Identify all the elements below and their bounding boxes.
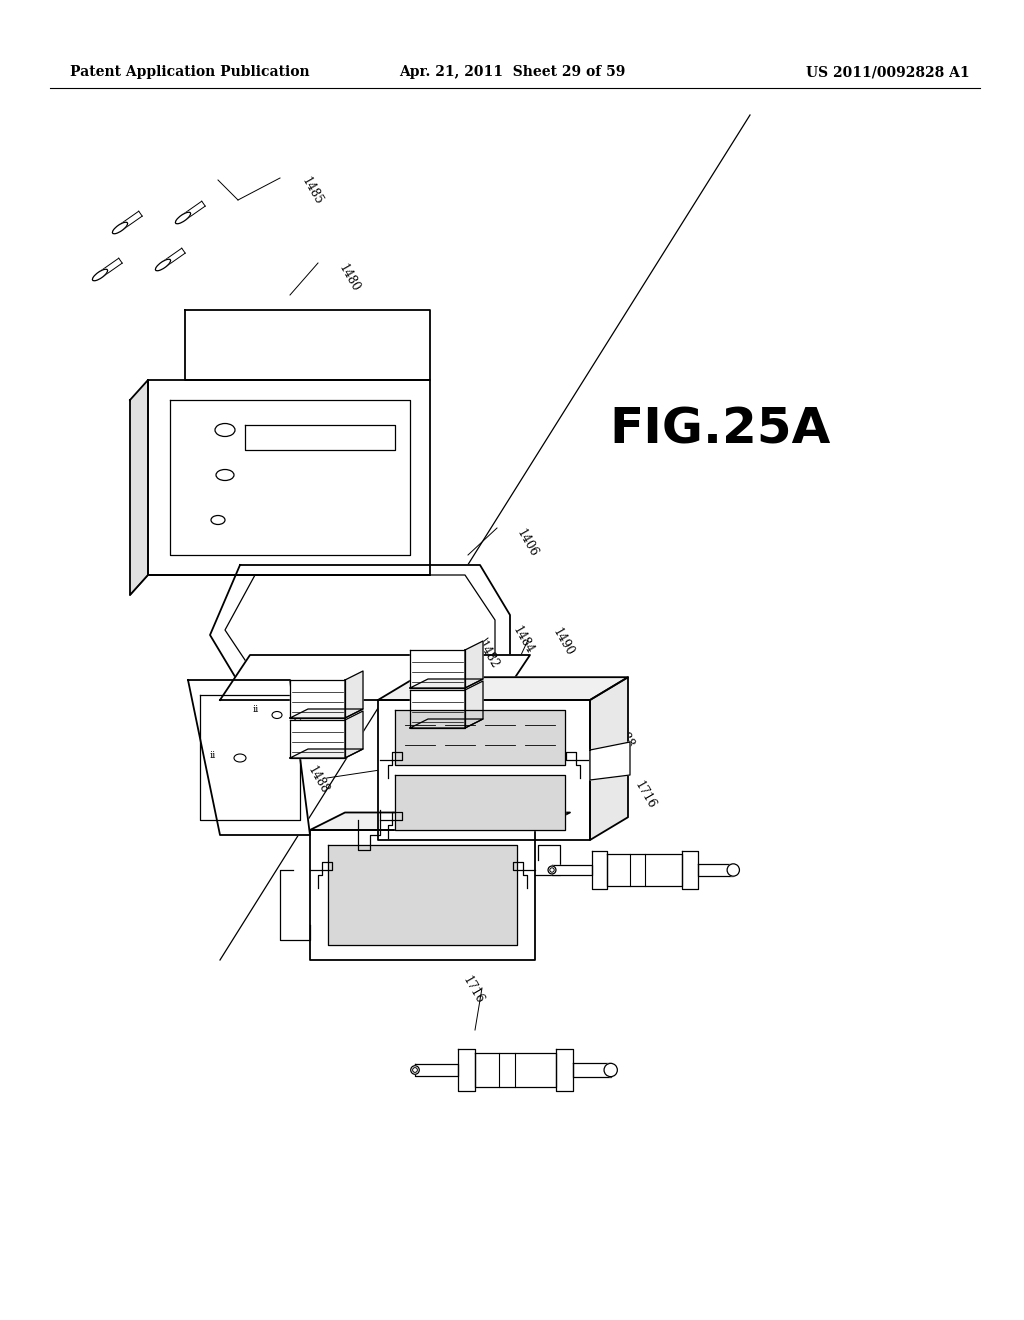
Text: 1486: 1486 <box>590 744 616 776</box>
Polygon shape <box>395 710 565 766</box>
Polygon shape <box>185 310 430 380</box>
Text: 1716: 1716 <box>460 974 486 1006</box>
Text: 1492: 1492 <box>387 446 414 479</box>
Text: ii: ii <box>253 705 259 714</box>
Text: 1484: 1484 <box>308 722 334 754</box>
Text: 1484: 1484 <box>510 624 537 656</box>
Polygon shape <box>410 690 465 729</box>
Text: 1480: 1480 <box>336 261 362 294</box>
Polygon shape <box>590 742 630 780</box>
Polygon shape <box>188 680 310 836</box>
Polygon shape <box>552 865 592 875</box>
Ellipse shape <box>604 1064 617 1077</box>
Polygon shape <box>556 1049 572 1090</box>
Ellipse shape <box>211 516 225 524</box>
Ellipse shape <box>413 1068 418 1072</box>
Polygon shape <box>607 854 682 886</box>
Text: 1406: 1406 <box>514 527 541 560</box>
Polygon shape <box>245 425 395 450</box>
Text: 1488: 1488 <box>305 764 331 796</box>
Polygon shape <box>290 719 345 758</box>
Polygon shape <box>210 565 510 685</box>
Polygon shape <box>465 642 483 688</box>
Text: Apr. 21, 2011  Sheet 29 of 59: Apr. 21, 2011 Sheet 29 of 59 <box>398 65 626 79</box>
Polygon shape <box>148 380 430 576</box>
Text: Patent Application Publication: Patent Application Publication <box>70 65 309 79</box>
Polygon shape <box>290 680 345 718</box>
Ellipse shape <box>411 1065 419 1074</box>
Polygon shape <box>465 681 483 729</box>
Polygon shape <box>130 380 148 595</box>
Polygon shape <box>415 1064 458 1076</box>
Polygon shape <box>345 671 362 718</box>
Text: 1490: 1490 <box>550 626 577 659</box>
Polygon shape <box>170 400 410 554</box>
Text: 1488: 1488 <box>355 879 381 911</box>
Polygon shape <box>698 863 733 876</box>
Text: 1488: 1488 <box>610 719 636 751</box>
Polygon shape <box>590 677 628 840</box>
Polygon shape <box>410 649 465 688</box>
Text: 1716: 1716 <box>632 779 658 810</box>
Polygon shape <box>458 1049 475 1090</box>
Polygon shape <box>572 1064 610 1077</box>
Ellipse shape <box>216 470 234 480</box>
Polygon shape <box>682 850 698 890</box>
Ellipse shape <box>548 866 556 874</box>
Ellipse shape <box>234 754 246 762</box>
Ellipse shape <box>113 222 128 234</box>
Ellipse shape <box>550 867 554 873</box>
Polygon shape <box>290 709 362 718</box>
Text: US 2011/0092828 A1: US 2011/0092828 A1 <box>806 65 970 79</box>
Polygon shape <box>328 845 517 945</box>
Polygon shape <box>378 700 590 840</box>
Polygon shape <box>310 813 570 830</box>
Text: 1485: 1485 <box>299 174 326 207</box>
Polygon shape <box>345 711 362 758</box>
Text: 1486: 1486 <box>449 854 474 886</box>
Polygon shape <box>592 850 607 890</box>
Polygon shape <box>378 677 628 700</box>
Ellipse shape <box>92 269 108 281</box>
Ellipse shape <box>727 863 739 876</box>
Polygon shape <box>290 748 362 758</box>
Ellipse shape <box>215 424 234 437</box>
Polygon shape <box>410 719 483 729</box>
Polygon shape <box>475 1053 556 1088</box>
Polygon shape <box>395 775 565 830</box>
Polygon shape <box>410 678 483 688</box>
Polygon shape <box>310 830 535 960</box>
Ellipse shape <box>272 711 282 718</box>
Text: 1490: 1490 <box>420 854 446 886</box>
Text: 1488: 1488 <box>390 834 416 866</box>
Ellipse shape <box>175 213 190 224</box>
Text: ii: ii <box>210 751 216 760</box>
Polygon shape <box>220 655 530 700</box>
Text: 1482: 1482 <box>475 639 501 671</box>
Ellipse shape <box>156 259 171 271</box>
Text: FIG.25A: FIG.25A <box>609 407 830 454</box>
